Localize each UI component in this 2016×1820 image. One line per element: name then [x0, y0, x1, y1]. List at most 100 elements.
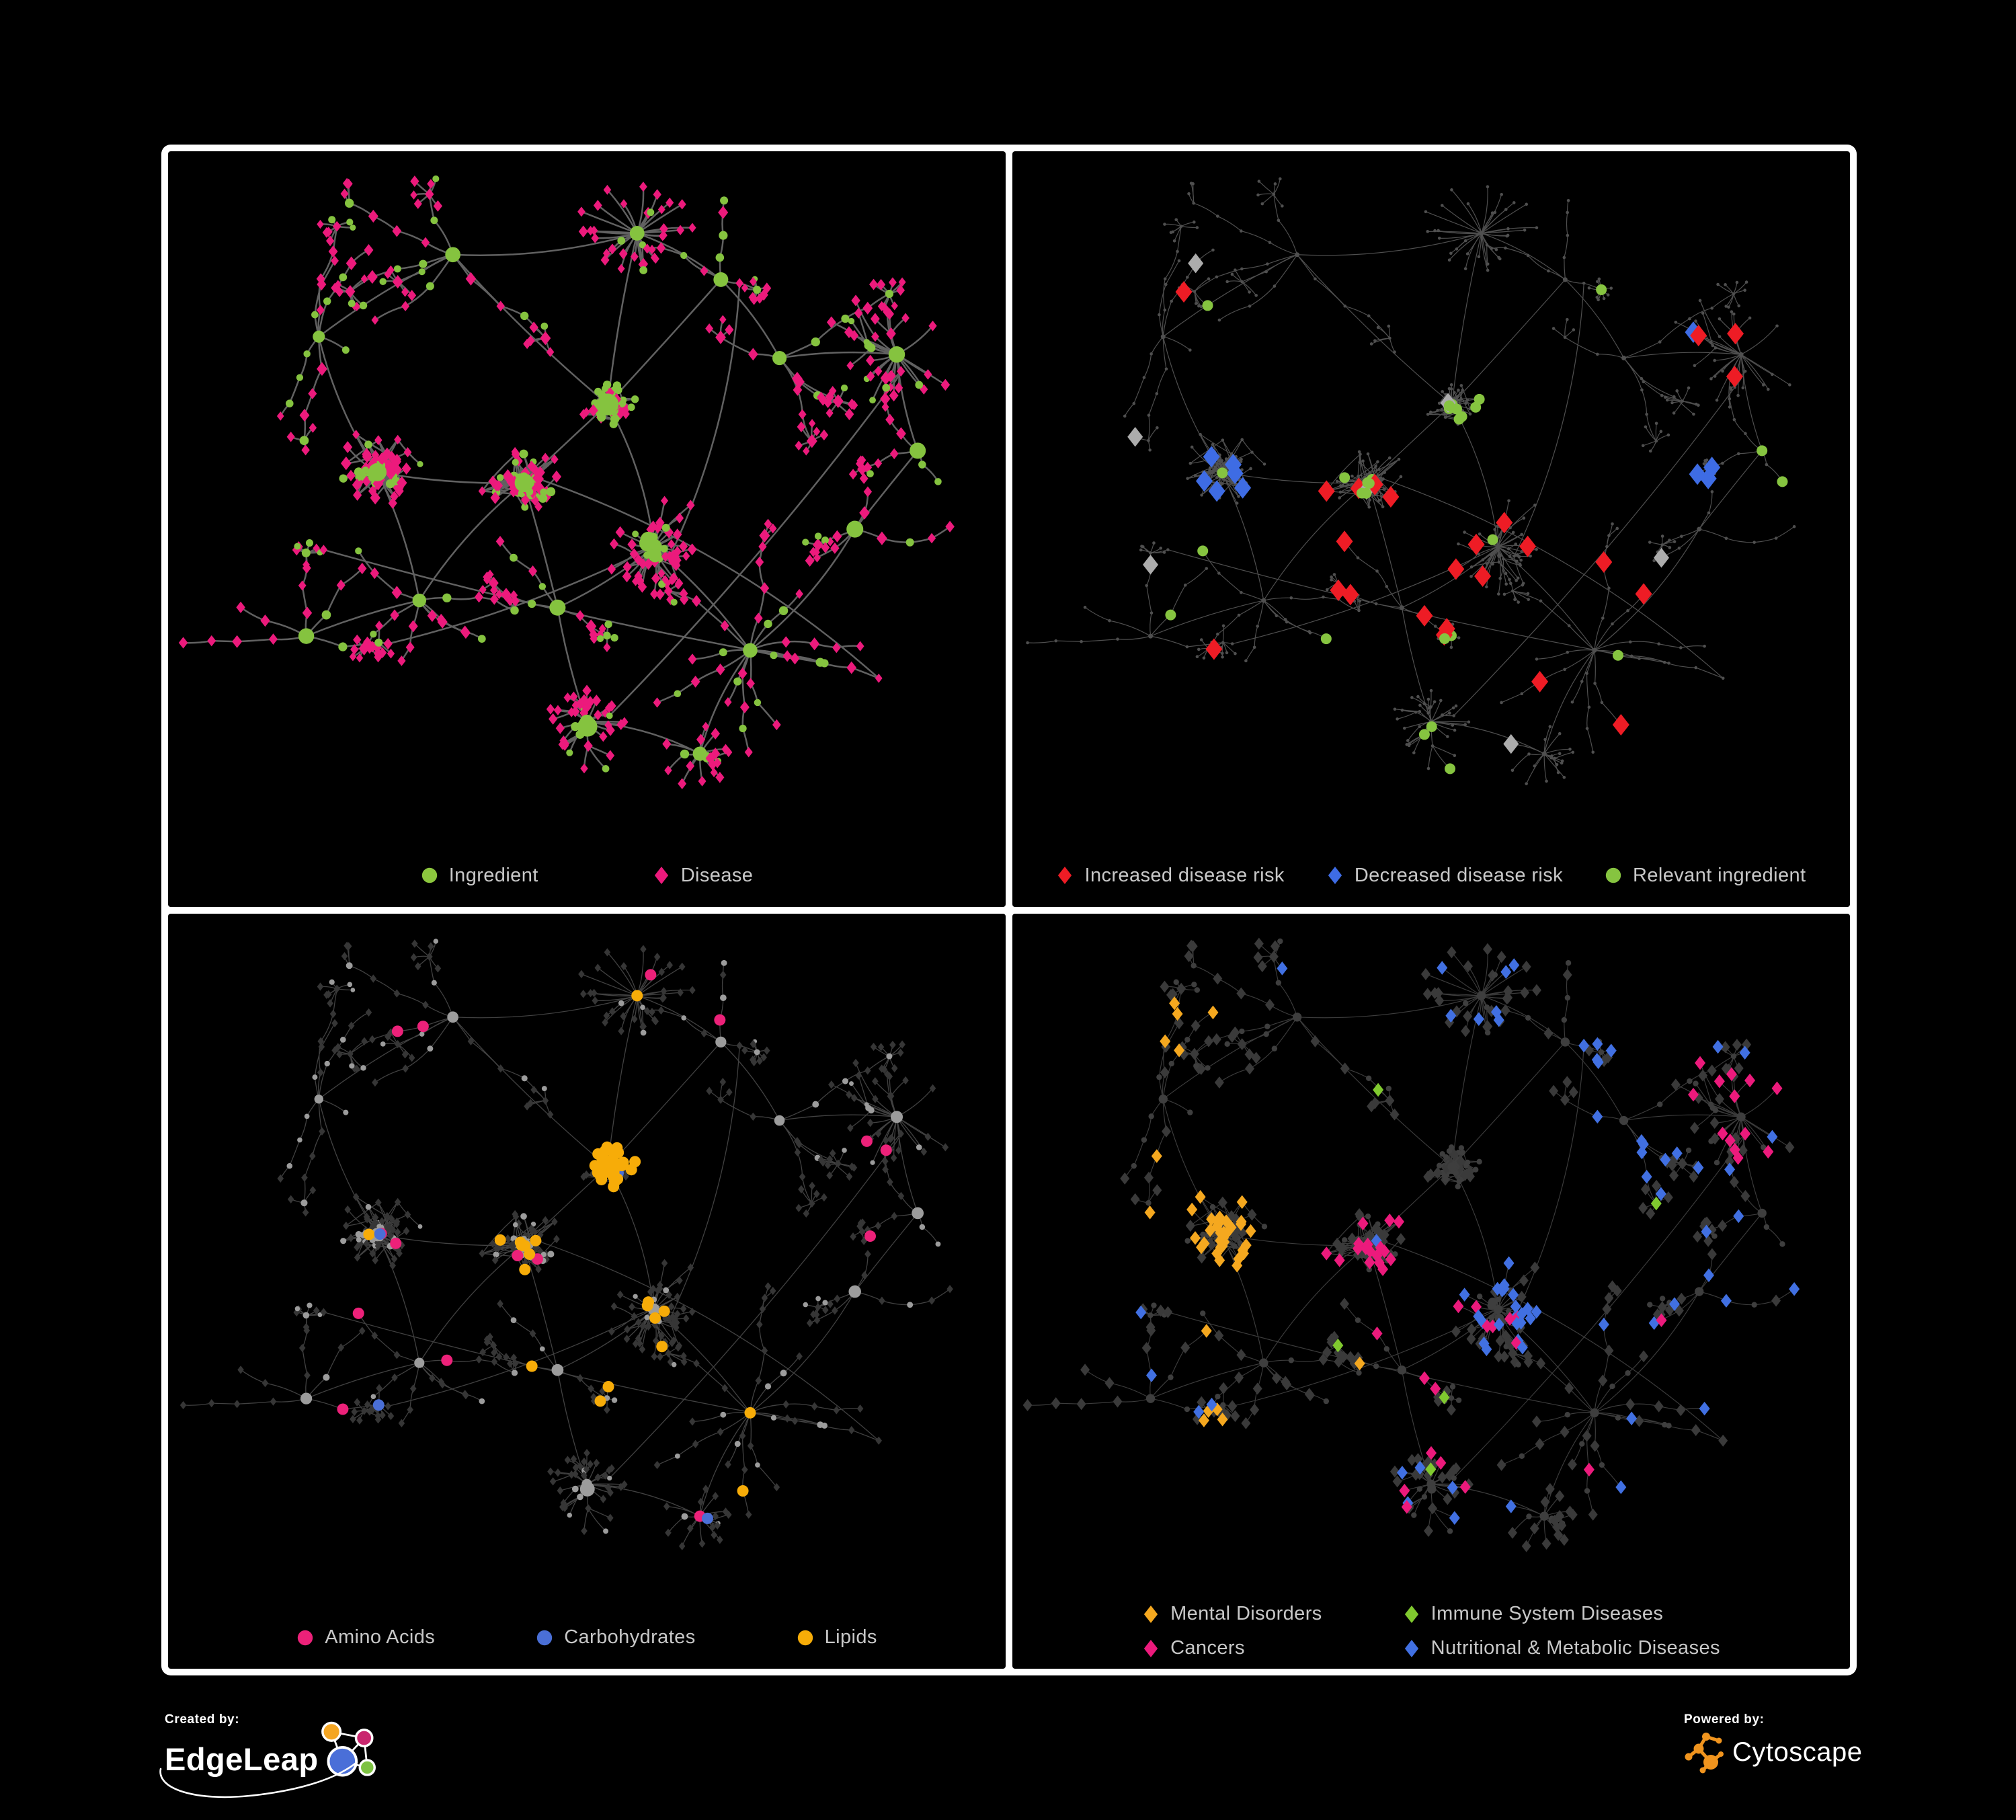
- graph-node-disease: [1504, 246, 1507, 250]
- graph-node-ingredient: [1668, 539, 1671, 542]
- graph-node-disease: [1596, 280, 1599, 284]
- graph-node-disease: [736, 1041, 743, 1050]
- graph-node-disease: [325, 990, 332, 998]
- graph-node-disease: [813, 538, 823, 552]
- graph-node-disease: [1172, 239, 1176, 243]
- graph-node-disease: [1437, 237, 1441, 240]
- graph-node-disease: [1674, 320, 1678, 324]
- graph-node-disease: [394, 1228, 401, 1236]
- graph-edge: [1623, 358, 1642, 391]
- graph-node-disease: [1440, 204, 1444, 207]
- graph-node-disease: [1504, 208, 1508, 211]
- graph-node-disease: [1240, 280, 1244, 284]
- graph-node-ingredient: [343, 1109, 349, 1115]
- graph-node-disease: [1490, 247, 1493, 251]
- graph-node-lipids: [601, 1141, 613, 1153]
- graph-node-disease: [652, 1336, 659, 1345]
- graph-node-disease: [1675, 389, 1679, 393]
- graph-edge: [1377, 327, 1390, 339]
- graph-node-disease: [541, 452, 550, 463]
- graph-node-disease: [618, 248, 628, 260]
- graph-node-ingredient: [1738, 352, 1744, 357]
- graph-node-disease: [410, 953, 417, 961]
- graph-node-disease: [620, 1011, 627, 1021]
- graph-node-disease: [1533, 504, 1537, 507]
- graph-node-ingredient: [886, 1052, 893, 1060]
- graph-node-disease: [346, 469, 356, 481]
- graph-node-disease: [334, 1042, 341, 1052]
- graph-node-disease: [928, 320, 937, 331]
- graph-node-disease: [852, 1058, 859, 1067]
- graph-node-disease: [602, 1018, 608, 1027]
- graph-node-disease: [1166, 548, 1170, 551]
- graph-edge: [1658, 643, 1681, 649]
- graph-nodes-highlighted: [337, 968, 892, 1524]
- graph-node-ingredient: [1216, 632, 1219, 636]
- graph-node-increased-risk: [1727, 323, 1744, 345]
- graph-edge: [756, 702, 778, 725]
- graph-node-ingredient: [577, 1493, 583, 1500]
- graph-node-disease: [1744, 432, 1747, 436]
- graph-node-disease: [1642, 380, 1646, 384]
- graph-node-increased-risk: [1726, 366, 1743, 388]
- graph-node-disease: [425, 188, 434, 200]
- graph-node-ingredient: [1358, 461, 1362, 464]
- graph-node-disease: [799, 1172, 806, 1181]
- graph-edge: [1595, 683, 1603, 703]
- graph-edge: [318, 253, 454, 338]
- graph-node-disease: [358, 641, 370, 656]
- graph-node-disease: [319, 1127, 325, 1136]
- graph-node-disease: [301, 1173, 308, 1182]
- graph-node-disease: [1640, 388, 1644, 392]
- graph-node-disease: [402, 1064, 409, 1072]
- graph-node-disease: [1244, 659, 1248, 663]
- graph-node-disease: [1529, 554, 1532, 558]
- graph-edges: [183, 178, 951, 785]
- graph-node-disease: [665, 1349, 672, 1357]
- graph-edge: [1481, 202, 1515, 234]
- graph-node-ingredient: [811, 337, 820, 347]
- graph-node-disease: [899, 1039, 905, 1049]
- graph-node-disease: [1526, 592, 1530, 596]
- graph-node-disease: [653, 189, 661, 200]
- graph-node-disease: [1429, 705, 1433, 709]
- graph-node-disease: [304, 1370, 311, 1380]
- graph-node-disease: [547, 1109, 554, 1119]
- graph-node-increased-risk: [1467, 533, 1485, 555]
- graph-node-ingredient: [370, 1393, 376, 1399]
- graph-node-amino-acids: [714, 1014, 726, 1026]
- graph-node-ingredient: [607, 1475, 612, 1480]
- graph-node-disease: [1230, 272, 1234, 276]
- graph-node-disease: [653, 1460, 661, 1469]
- graph-edge: [1498, 547, 1507, 584]
- graph-node-ingredient: [300, 1392, 313, 1404]
- graph-node-disease: [803, 446, 810, 456]
- graph-node-disease: [387, 1411, 395, 1420]
- graph-node-disease: [491, 1255, 499, 1265]
- graph-node-disease: [662, 738, 672, 750]
- graph-node-disease: [856, 1404, 864, 1413]
- graph-node-ingredient: [1713, 346, 1718, 350]
- graph-node-disease: [643, 558, 653, 570]
- graph-edge: [499, 1303, 514, 1320]
- graph-node-ingredient: [571, 1485, 579, 1493]
- graph-node-disease: [1433, 229, 1437, 233]
- graph-node-disease: [604, 1405, 610, 1414]
- graph-node-ingredient: [1527, 752, 1531, 756]
- graph-node-disease: [712, 1491, 719, 1500]
- graph-node-ingredient: [1496, 545, 1501, 550]
- graph-node-disease: [717, 1427, 724, 1436]
- graph-node-disease: [856, 641, 864, 651]
- graph-nodes-base: [178, 175, 955, 789]
- graph-node-disease: [506, 596, 514, 606]
- graph-node-disease: [512, 1210, 518, 1218]
- graph-node-disease: [1381, 505, 1385, 509]
- graph-edge: [750, 528, 856, 651]
- network-canvas-nutrient-category: [179, 938, 953, 1550]
- graph-edge: [1682, 401, 1697, 405]
- graph-node-disease: [1571, 750, 1575, 754]
- graph-node-disease: [1596, 352, 1599, 356]
- graph-node-disease: [396, 476, 407, 490]
- graph-nodes-base: [1026, 177, 1796, 785]
- graph-node-disease: [1199, 305, 1203, 309]
